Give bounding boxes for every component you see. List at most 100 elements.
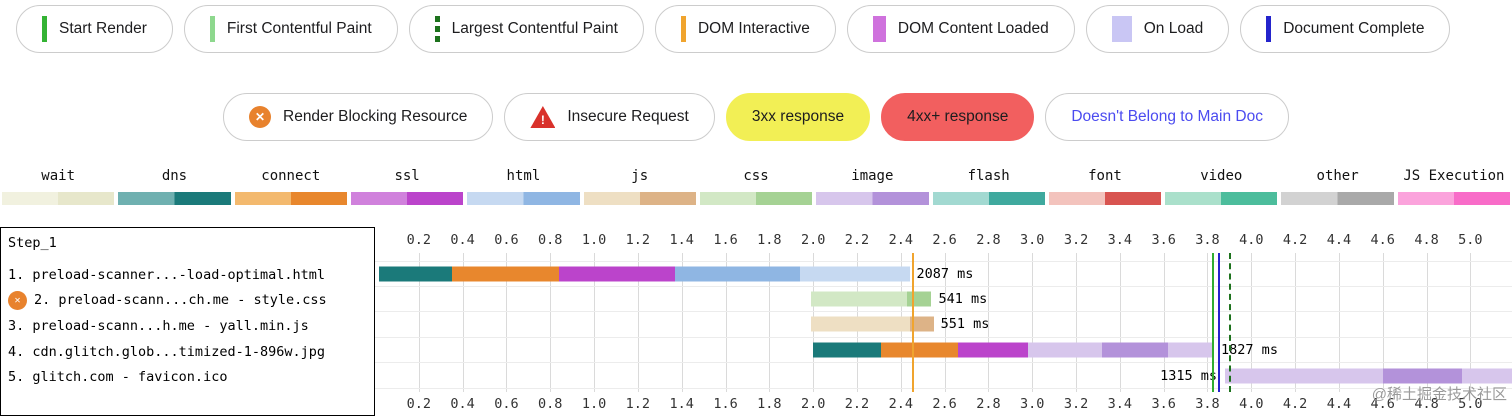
phase-label: css	[743, 168, 769, 184]
request-row[interactable]: 2. preload-scann...ch.me - style.css	[1, 288, 374, 314]
segment-dns	[813, 342, 882, 358]
phase-label: dns	[161, 168, 188, 184]
legend-pill-label: Insecure Request	[567, 108, 689, 125]
tick-label: 3.8	[1195, 232, 1220, 248]
duration-label: 2087 ms	[916, 265, 974, 282]
document-complete-marker-icon	[1266, 16, 1272, 42]
phase-ssl: ssl	[349, 168, 465, 218]
tick-label: 2.2	[844, 396, 870, 412]
tick-label: 2.4	[888, 396, 913, 412]
start-render-marker-icon	[42, 16, 47, 42]
phase-js: js	[582, 168, 698, 218]
waterfall-row: 551 ms	[375, 312, 1512, 338]
phase-label: image	[851, 168, 894, 184]
segment-connect	[881, 342, 958, 358]
phase-label: wait	[41, 168, 76, 184]
legend-pill-4xx-response[interactable]: 4xx+ response	[881, 93, 1035, 141]
legend-pill-first-contentful-paint[interactable]: First Contentful Paint	[183, 5, 398, 53]
legend-pill-3xx-response[interactable]: 3xx response	[725, 93, 871, 141]
tick-label: 0.6	[494, 232, 519, 248]
tick-label: 3.2	[1063, 396, 1089, 412]
segment-ssl	[559, 266, 676, 282]
gridline	[637, 253, 639, 392]
tick-label: 0.8	[538, 232, 563, 248]
tick-label: 2.8	[976, 396, 1001, 412]
legend-pill-largest-contentful-paint[interactable]: Largest Contentful Paint	[408, 5, 644, 53]
tick-label: 2.4	[888, 232, 913, 248]
marker-start-render	[1211, 253, 1214, 392]
tick-label: 4.6	[1370, 232, 1395, 248]
request-row[interactable]: 5. glitch.com - favicon.ico	[1, 364, 374, 390]
segment-image	[1102, 342, 1169, 358]
legend-pill-dom-content-loaded[interactable]: DOM Content Loaded	[846, 5, 1075, 53]
watermark: @稀土掘金技术社区	[1371, 386, 1507, 403]
request-label: 5. glitch.com - favicon.ico	[8, 369, 228, 386]
request-row[interactable]: 1. preload-scanner...-load-optimal.html	[1, 262, 374, 288]
tick-label: 4.8	[1414, 396, 1439, 412]
tick-label: 3.8	[1195, 396, 1220, 412]
tick-label: 1.2	[625, 232, 651, 248]
phase-label: JS Execution	[1403, 168, 1505, 184]
phase-wait: wait	[0, 168, 116, 218]
insecure-request-icon	[530, 106, 556, 128]
legend-pill-dom-interactive[interactable]: DOM Interactive	[654, 5, 836, 53]
tick-label: 1.6	[713, 396, 738, 412]
tick-label: 4.2	[1282, 396, 1308, 412]
marker-document-complete	[1218, 253, 1221, 392]
tick-label: 1.8	[757, 232, 782, 248]
phase-swatch	[1165, 192, 1278, 205]
tick-label: 2.0	[800, 396, 826, 412]
time-axis-bottom: 0.2 0.4 0.6 0.8 1.0 1.2 1.4 1.6 1.8 2.0 2.2 2.4 2.6 2…	[375, 393, 1512, 415]
dom-content-loaded-marker-icon	[872, 16, 886, 42]
tick-label: 4.4	[1326, 232, 1352, 248]
gridline	[594, 253, 596, 392]
tick-label: 1.6	[713, 232, 738, 248]
tick-label: 5.0	[1458, 396, 1483, 412]
request-list: 1. preload-scanner...-load-optimal.html 2…	[1, 262, 374, 390]
segment-js	[810, 316, 910, 332]
tick-label: 3.2	[1063, 232, 1089, 248]
waterfall-row: 1827 ms	[375, 338, 1512, 364]
largest-contentful-paint-marker-icon	[434, 16, 440, 42]
segment-ssl	[957, 342, 1028, 358]
gridline	[769, 253, 771, 392]
tick-label: 3.4	[1107, 396, 1133, 412]
gridline	[944, 253, 946, 392]
phase-legend: wait dns connect ssl html js css image flash font…	[0, 168, 1512, 218]
marker-largest-contentful-paint	[1229, 253, 1232, 392]
segment-html	[800, 266, 910, 282]
gridline	[1163, 253, 1165, 392]
phase-dns: dns	[116, 168, 232, 218]
tick-label: 4.0	[1239, 232, 1264, 248]
legend-pill-render-blocking-resource[interactable]: Render Blocking Resource	[223, 93, 494, 141]
status-legend: Render Blocking Resource Insecure Request…	[0, 92, 1512, 142]
gridline	[550, 253, 552, 392]
phase-label: flash	[967, 168, 1010, 184]
legend-pill-label: Largest Contentful Paint	[451, 20, 618, 37]
phase-label: js	[631, 168, 649, 184]
legend-pill-label: First Contentful Paint	[226, 20, 372, 37]
legend-pill-start-render[interactable]: Start Render	[16, 5, 173, 53]
legend-pill-insecure-request[interactable]: Insecure Request	[504, 93, 715, 141]
tick-label: 5.0	[1458, 232, 1483, 248]
phase-js-execution: JS Execution	[1396, 168, 1512, 218]
phase-font: font	[1047, 168, 1163, 218]
tick-label: 0.2	[406, 232, 432, 248]
step-title: Step_1	[8, 235, 57, 251]
phase-html: html	[465, 168, 581, 218]
legend-pill-label: Render Blocking Resource	[283, 108, 468, 125]
segment-image	[1027, 342, 1103, 358]
phase-swatch	[467, 192, 580, 205]
tick-label: 0.2	[406, 396, 432, 412]
request-row[interactable]: 3. preload-scann...h.me - yall.min.js	[1, 313, 374, 339]
request-row[interactable]: 4. cdn.glitch.glob...timized-1-896w.jpg	[1, 339, 374, 365]
phase-label: html	[506, 168, 541, 184]
tick-label: 1.0	[581, 396, 607, 412]
render-blocking-icon	[8, 290, 27, 310]
legend-pill-document-complete[interactable]: Document Complete	[1240, 5, 1451, 53]
gridline	[988, 253, 990, 392]
phase-label: font	[1088, 168, 1122, 184]
legend-pill-on-load[interactable]: On Load	[1085, 5, 1230, 53]
legend-pill-doesn-t-belong-to-main-doc[interactable]: Doesn't Belong to Main Doc	[1045, 93, 1289, 141]
phase-css: css	[698, 168, 814, 218]
